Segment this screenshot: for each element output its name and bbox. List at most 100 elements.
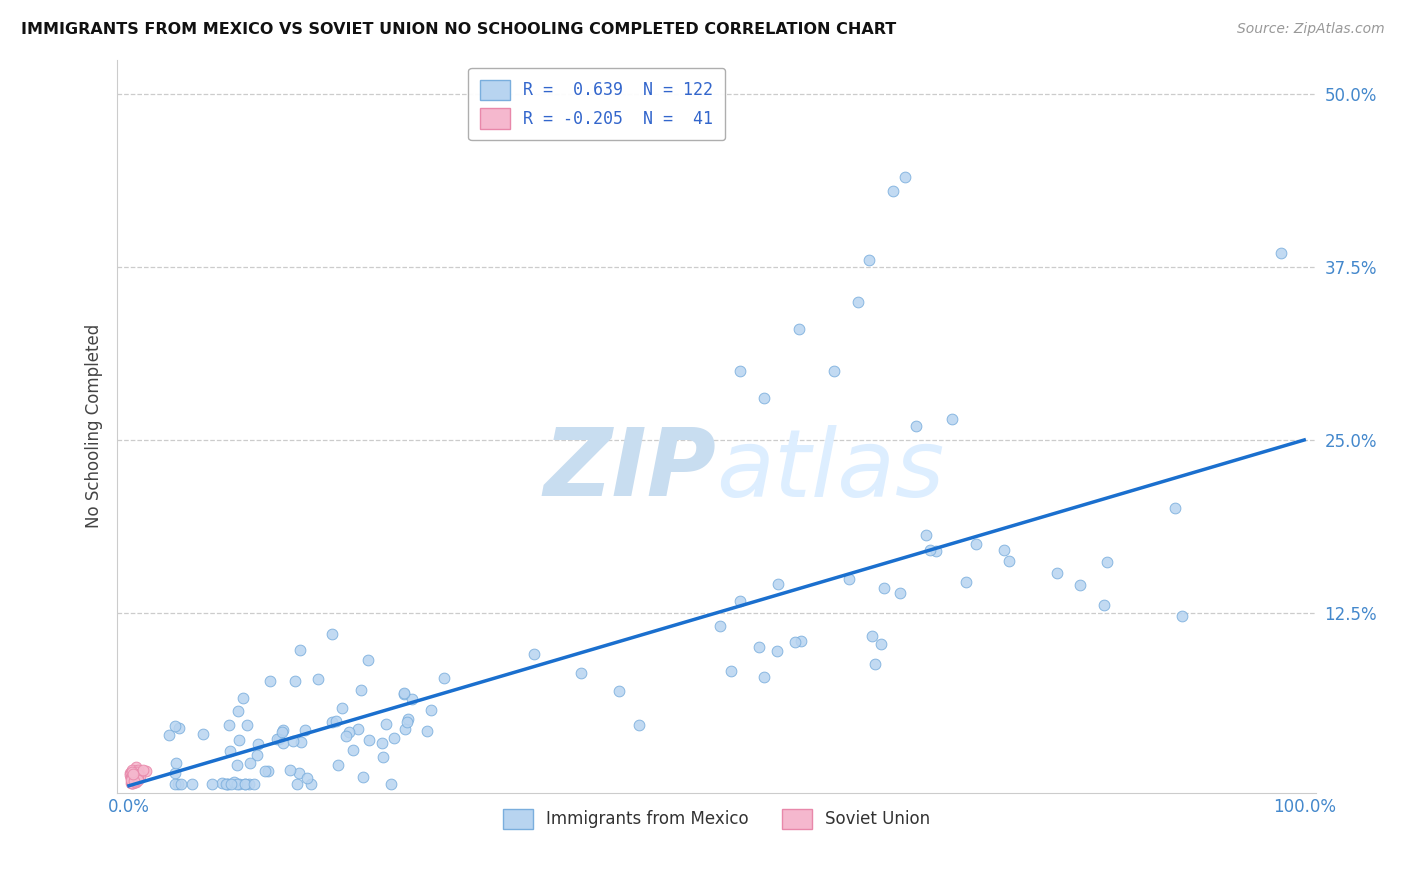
Point xyxy=(342,743,364,757)
Point xyxy=(235,777,257,791)
Point xyxy=(768,577,790,591)
Point xyxy=(709,619,731,633)
Point xyxy=(278,763,301,777)
Point xyxy=(270,724,292,739)
Point xyxy=(122,767,145,781)
Point xyxy=(228,733,250,747)
Text: Source: ZipAtlas.com: Source: ZipAtlas.com xyxy=(1237,22,1385,37)
Point xyxy=(167,777,190,791)
Point xyxy=(419,703,441,717)
Point xyxy=(728,364,751,378)
Point xyxy=(181,777,204,791)
Point xyxy=(299,777,322,791)
Point xyxy=(787,322,810,336)
Point xyxy=(380,777,402,791)
Point xyxy=(125,772,148,786)
Point xyxy=(170,777,193,791)
Point xyxy=(167,722,190,736)
Point xyxy=(284,674,307,689)
Point xyxy=(382,731,405,745)
Point xyxy=(873,581,896,595)
Point xyxy=(165,777,187,791)
Point xyxy=(941,412,963,426)
Point xyxy=(396,712,419,726)
Point xyxy=(127,768,149,782)
Point xyxy=(121,776,143,790)
Point xyxy=(307,673,329,687)
Point xyxy=(226,757,249,772)
Point xyxy=(127,773,149,788)
Point xyxy=(371,736,394,750)
Point xyxy=(238,777,260,791)
Point xyxy=(1069,578,1091,592)
Point xyxy=(271,723,294,737)
Point xyxy=(124,774,146,789)
Point xyxy=(219,777,242,791)
Text: ZIP: ZIP xyxy=(544,424,717,516)
Point xyxy=(165,756,187,770)
Point xyxy=(215,777,238,791)
Point xyxy=(335,730,357,744)
Point xyxy=(243,777,266,791)
Point xyxy=(269,732,291,747)
Point xyxy=(748,640,770,654)
Point xyxy=(523,647,546,661)
Point xyxy=(253,764,276,778)
Point xyxy=(201,777,224,791)
Point xyxy=(375,717,398,731)
Point xyxy=(226,704,249,718)
Point xyxy=(259,673,281,688)
Point xyxy=(219,743,242,757)
Text: IMMIGRANTS FROM MEXICO VS SOVIET UNION NO SCHOOLING COMPLETED CORRELATION CHART: IMMIGRANTS FROM MEXICO VS SOVIET UNION N… xyxy=(21,22,897,37)
Point xyxy=(127,768,149,782)
Point xyxy=(122,773,145,788)
Point xyxy=(955,575,977,590)
Point xyxy=(1092,598,1115,612)
Point xyxy=(235,717,257,731)
Point xyxy=(889,586,911,600)
Point xyxy=(321,714,343,729)
Point xyxy=(1046,566,1069,580)
Text: atlas: atlas xyxy=(717,425,945,516)
Point xyxy=(121,764,143,778)
Point xyxy=(239,756,262,771)
Point xyxy=(353,770,375,784)
Point xyxy=(720,664,742,678)
Point xyxy=(1097,555,1119,569)
Point xyxy=(125,774,148,789)
Point xyxy=(121,766,143,780)
Point xyxy=(121,776,143,790)
Point xyxy=(127,763,149,777)
Point xyxy=(915,528,938,542)
Point xyxy=(128,769,150,783)
Point xyxy=(222,775,245,789)
Point xyxy=(120,771,142,785)
Point xyxy=(157,728,180,742)
Point xyxy=(122,772,145,787)
Point xyxy=(124,764,146,779)
Point xyxy=(281,733,304,747)
Point xyxy=(120,765,142,780)
Point xyxy=(882,184,904,198)
Point xyxy=(288,766,311,780)
Point xyxy=(127,765,149,780)
Point xyxy=(924,544,946,558)
Point xyxy=(752,670,775,684)
Point xyxy=(860,629,883,643)
Point xyxy=(120,772,142,787)
Point xyxy=(294,723,316,737)
Point xyxy=(823,364,845,378)
Point xyxy=(752,392,775,406)
Legend: Immigrants from Mexico, Soviet Union: Immigrants from Mexico, Soviet Union xyxy=(496,802,938,836)
Point xyxy=(965,537,987,551)
Point xyxy=(401,692,423,706)
Point xyxy=(121,768,143,782)
Point xyxy=(290,735,312,749)
Point xyxy=(165,766,187,780)
Point xyxy=(838,572,860,586)
Point xyxy=(1171,608,1194,623)
Point xyxy=(122,768,145,782)
Point xyxy=(1270,246,1292,260)
Point xyxy=(863,657,886,671)
Point xyxy=(218,718,240,732)
